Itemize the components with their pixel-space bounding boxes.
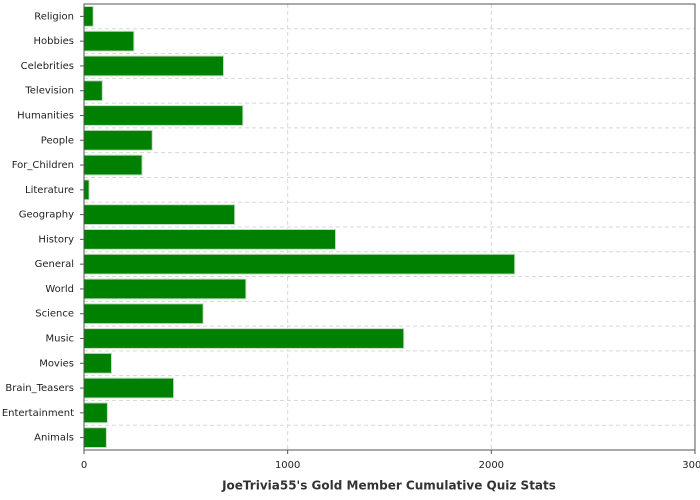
y-tick-label: Religion — [34, 11, 74, 22]
y-tick-label: Geography — [19, 210, 74, 221]
y-tick-label: For_Children — [12, 160, 74, 171]
bar — [83, 303, 204, 325]
y-tick-label: Entertainment — [2, 408, 74, 419]
bar — [83, 328, 405, 349]
bar — [83, 129, 153, 151]
y-tick-label: Music — [46, 334, 74, 345]
y-tick-label: Television — [24, 86, 74, 97]
bar — [83, 228, 337, 250]
bar — [83, 253, 516, 275]
plot-border — [83, 3, 696, 451]
y-tick-label: Animals — [34, 433, 74, 444]
y-tick-label: World — [45, 284, 74, 295]
y-tick-label: History — [38, 234, 74, 245]
y-tick-label: General — [35, 259, 74, 270]
bar — [83, 427, 107, 449]
y-tick-label: Humanities — [17, 111, 74, 122]
bar — [83, 5, 94, 27]
y-tick-label: Literature — [25, 185, 74, 196]
bar — [83, 179, 90, 201]
bar — [83, 402, 108, 424]
bar — [83, 105, 244, 126]
bar — [83, 204, 236, 226]
bar — [83, 278, 247, 300]
y-tick-label: Celebrities — [21, 61, 74, 72]
x-axis-label: JoeTrivia55's Gold Member Cumulative Qui… — [221, 479, 556, 493]
bar — [83, 154, 143, 176]
x-tick-label: 3000 — [682, 460, 700, 471]
x-tick-label: 1000 — [275, 460, 300, 471]
bar — [83, 352, 112, 374]
x-tick-label: 0 — [81, 460, 87, 471]
bar — [83, 55, 225, 77]
y-tick-label: Brain_Teasers — [5, 383, 74, 394]
bar — [83, 80, 103, 102]
y-tick-label: People — [41, 135, 74, 146]
bar — [83, 30, 135, 52]
y-tick-label: Movies — [39, 358, 74, 369]
y-tick-label: Hobbies — [34, 36, 74, 47]
bar — [83, 377, 175, 399]
y-tick-label: Science — [35, 309, 74, 320]
x-tick-label: 2000 — [479, 460, 504, 471]
